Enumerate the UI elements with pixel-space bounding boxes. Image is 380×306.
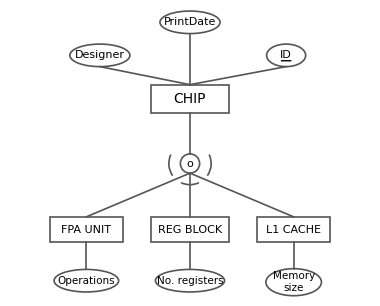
Text: FPA UNIT: FPA UNIT [61,225,111,235]
Bar [151,217,229,242]
Text: Designer: Designer [75,50,125,60]
Bar [151,85,229,113]
Text: ID: ID [280,50,292,60]
Text: o: o [187,159,193,169]
Bar [49,217,123,242]
Text: L1 CACHE: L1 CACHE [266,225,321,235]
Bar [257,217,331,242]
Text: PrintDate: PrintDate [164,17,216,27]
Text: REG BLOCK: REG BLOCK [158,225,222,235]
Text: No. registers: No. registers [157,276,223,286]
Text: Memory
size: Memory size [272,271,315,293]
Text: CHIP: CHIP [174,92,206,106]
Text: Operations: Operations [57,276,115,286]
